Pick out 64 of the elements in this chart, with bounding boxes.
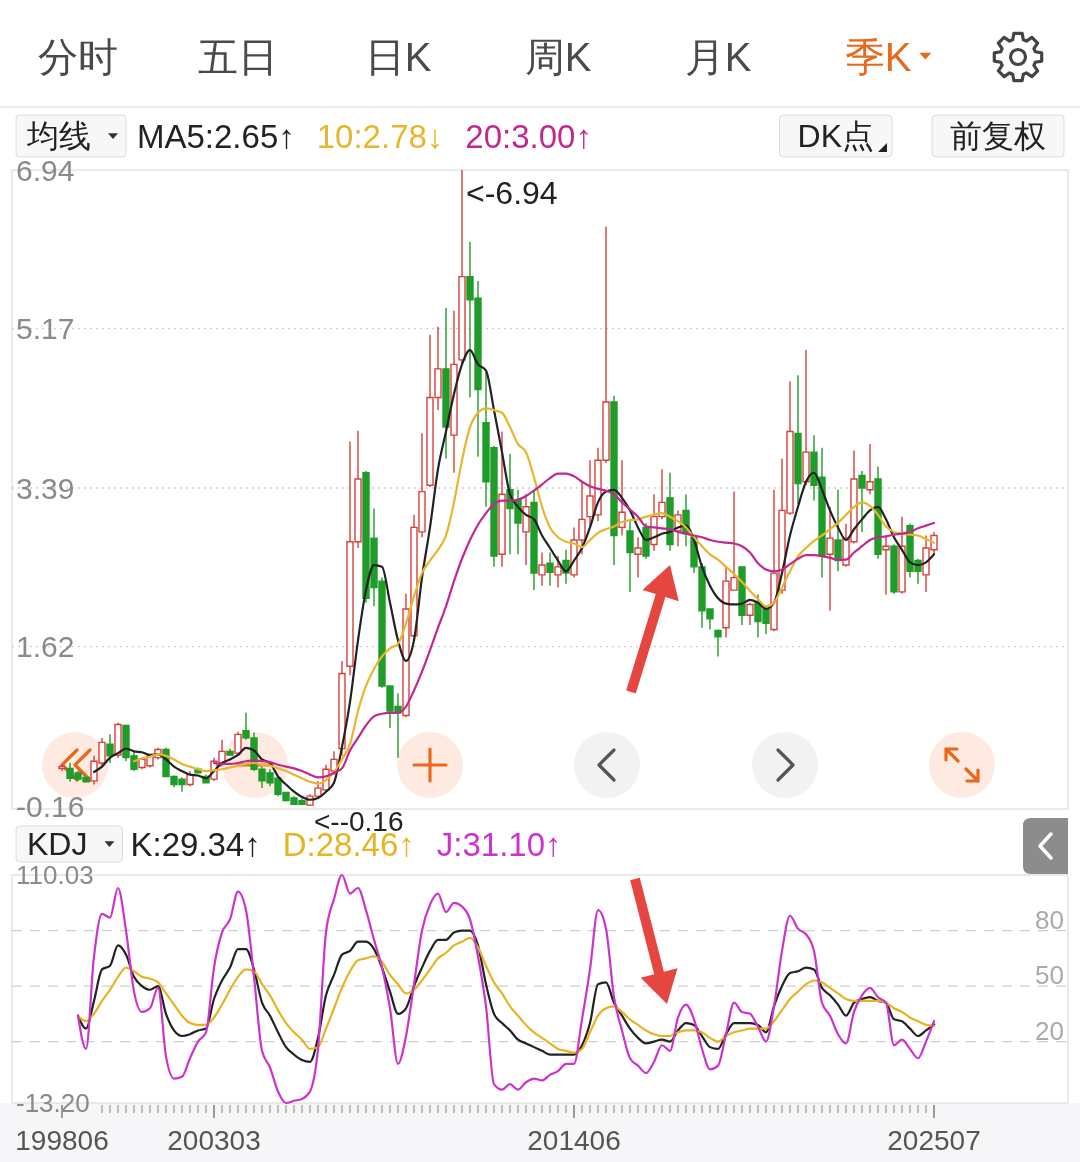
- x-tick-label: 201406: [527, 1124, 621, 1156]
- candlestick: [234, 730, 242, 757]
- candlestick: [538, 551, 546, 587]
- candlestick: [530, 489, 538, 591]
- candlestick: [626, 518, 634, 593]
- candlestick: [522, 493, 530, 566]
- candlestick: [554, 555, 562, 589]
- series-label: J:31.10↑: [436, 825, 562, 863]
- candlestick: [642, 522, 650, 560]
- candlestick: [866, 443, 874, 495]
- y-tick-label: 3.39: [16, 471, 75, 505]
- text: 分时: [38, 35, 118, 79]
- text: 20:3.00↑: [465, 117, 592, 155]
- candlestick: [618, 459, 626, 537]
- candlestick: [802, 349, 810, 487]
- candlestick: [882, 534, 890, 596]
- candlestick: [858, 470, 866, 533]
- candlestick: [442, 307, 450, 460]
- y-tick-label: -0.16: [16, 789, 85, 823]
- candlestick: [634, 536, 642, 579]
- candlestick: [106, 733, 114, 764]
- candlestick: [890, 543, 898, 595]
- x-tick-label: 199806: [15, 1124, 109, 1156]
- text: 10:2.78↓: [316, 117, 444, 155]
- candlestick: [898, 515, 906, 595]
- line-series: [92, 348, 936, 801]
- legend-title: KDJ: [27, 826, 88, 862]
- x-tick-label: 200303: [167, 1124, 261, 1156]
- candlestick: [826, 506, 834, 612]
- y-tick-label: 6.94: [16, 153, 75, 187]
- ref-line-label: 50: [1035, 960, 1064, 991]
- text: 前复权: [950, 118, 1046, 154]
- candlestick: [546, 551, 554, 587]
- y-tick-label: -13.20: [16, 1088, 90, 1118]
- candlestick: [458, 169, 466, 366]
- text: 周K: [524, 35, 592, 79]
- candlestick: [226, 747, 234, 757]
- candlestick: [114, 721, 122, 759]
- candlestick: [834, 489, 842, 573]
- text: MA5:2.65↑: [137, 117, 295, 155]
- y-tick-label: 110.03: [16, 860, 94, 890]
- legend-title: 均线: [26, 118, 91, 154]
- candlestick: [498, 430, 506, 568]
- candlestick: [746, 601, 754, 626]
- x-tick-label: 202507: [887, 1124, 981, 1156]
- candlestick: [714, 628, 722, 658]
- text: 日K: [364, 35, 432, 79]
- line-series: [212, 472, 936, 779]
- candlestick: [58, 763, 66, 772]
- y-tick-label: 5.17: [16, 312, 75, 346]
- ref-line-label: 20: [1035, 1015, 1064, 1046]
- text: K:29.34↑: [130, 825, 261, 863]
- candlestick: [186, 770, 194, 787]
- candlestick: [794, 374, 802, 505]
- ref-line-label: 80: [1035, 904, 1064, 935]
- annotation: <-6.94: [466, 175, 558, 211]
- text: 五日: [198, 35, 278, 79]
- text: DK点: [797, 118, 874, 154]
- candlestick: [610, 395, 618, 566]
- candlestick: [338, 660, 346, 757]
- y-tick-label: 1.62: [16, 630, 75, 664]
- text: 季K: [844, 35, 912, 79]
- line-series: [132, 407, 936, 785]
- text: 月K: [684, 35, 752, 79]
